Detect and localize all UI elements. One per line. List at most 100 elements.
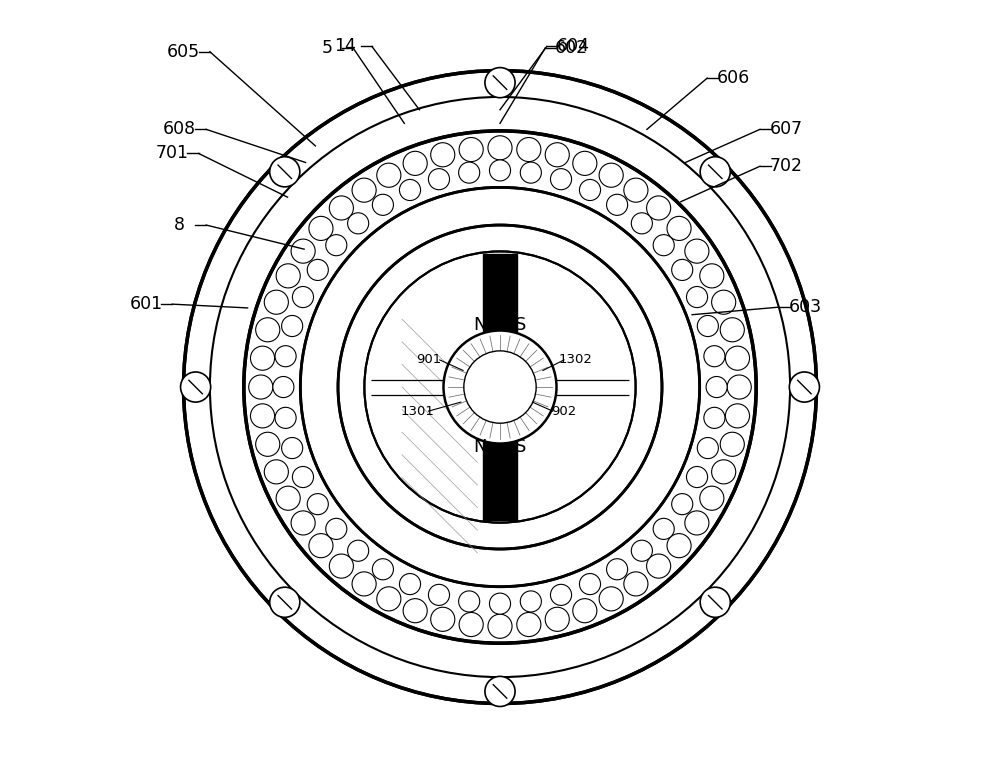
Circle shape (250, 404, 275, 428)
Circle shape (276, 487, 300, 510)
Circle shape (431, 607, 455, 631)
Circle shape (372, 559, 393, 580)
Circle shape (488, 614, 512, 638)
Circle shape (428, 584, 450, 606)
Circle shape (291, 511, 315, 535)
Circle shape (727, 375, 751, 399)
Circle shape (367, 254, 633, 521)
Circle shape (550, 584, 572, 606)
Text: S: S (515, 317, 526, 334)
Circle shape (517, 137, 541, 162)
Circle shape (256, 318, 280, 342)
Circle shape (485, 68, 515, 98)
Circle shape (326, 235, 347, 256)
Text: 601: 601 (129, 295, 162, 313)
Circle shape (352, 572, 376, 596)
Circle shape (631, 540, 652, 562)
Circle shape (520, 591, 541, 612)
Circle shape (489, 160, 511, 181)
Text: 607: 607 (770, 121, 803, 138)
Circle shape (364, 251, 636, 523)
Circle shape (464, 351, 536, 424)
Circle shape (249, 375, 273, 399)
Bar (483, 254, 517, 357)
Circle shape (725, 346, 750, 370)
Circle shape (672, 493, 693, 515)
Circle shape (403, 151, 427, 175)
Circle shape (520, 162, 541, 183)
Circle shape (700, 156, 730, 187)
Text: 702: 702 (770, 157, 803, 175)
Text: 606: 606 (717, 69, 750, 87)
Circle shape (250, 346, 275, 370)
Text: 1301: 1301 (400, 405, 434, 417)
Circle shape (377, 163, 401, 187)
Circle shape (264, 290, 288, 314)
Circle shape (706, 376, 727, 398)
Circle shape (667, 216, 691, 241)
Circle shape (459, 162, 480, 183)
Circle shape (700, 487, 724, 510)
Circle shape (517, 613, 541, 637)
Circle shape (377, 587, 401, 611)
Circle shape (700, 264, 724, 288)
Circle shape (403, 599, 427, 623)
Circle shape (372, 194, 393, 216)
Circle shape (720, 318, 744, 342)
Circle shape (653, 518, 674, 540)
Circle shape (431, 143, 455, 167)
Text: 608: 608 (163, 121, 196, 138)
Circle shape (667, 534, 691, 558)
Circle shape (348, 213, 369, 234)
Circle shape (270, 587, 300, 617)
Circle shape (573, 151, 597, 175)
Circle shape (443, 330, 557, 443)
Circle shape (275, 408, 296, 428)
Circle shape (459, 613, 483, 637)
Text: S: S (515, 438, 526, 456)
Circle shape (647, 196, 671, 220)
Circle shape (607, 194, 628, 216)
Circle shape (599, 163, 623, 187)
Text: N: N (473, 317, 486, 334)
Circle shape (545, 143, 569, 167)
Circle shape (428, 168, 450, 190)
Circle shape (184, 71, 816, 704)
Circle shape (789, 372, 819, 402)
Text: 603: 603 (789, 298, 822, 317)
Text: 5: 5 (321, 39, 332, 57)
Circle shape (300, 187, 700, 587)
Bar (483, 417, 517, 520)
Circle shape (326, 518, 347, 540)
Circle shape (275, 345, 296, 367)
Circle shape (545, 607, 569, 631)
Circle shape (624, 178, 648, 202)
Circle shape (579, 179, 601, 200)
Circle shape (264, 460, 288, 484)
Circle shape (270, 156, 300, 187)
Circle shape (607, 559, 628, 580)
Circle shape (624, 572, 648, 596)
Circle shape (256, 432, 280, 456)
Circle shape (685, 239, 709, 263)
Circle shape (579, 574, 601, 594)
Circle shape (399, 574, 421, 594)
Circle shape (685, 511, 709, 535)
Circle shape (489, 593, 511, 614)
Circle shape (725, 404, 750, 428)
Circle shape (686, 467, 708, 487)
Circle shape (276, 264, 300, 288)
Text: 902: 902 (551, 405, 577, 417)
Circle shape (599, 587, 623, 611)
Circle shape (292, 467, 314, 487)
Circle shape (697, 316, 718, 336)
Circle shape (647, 554, 671, 578)
Circle shape (653, 235, 674, 256)
Circle shape (307, 493, 328, 515)
Circle shape (459, 591, 480, 612)
Circle shape (309, 216, 333, 241)
Circle shape (329, 196, 353, 220)
Circle shape (181, 372, 211, 402)
Circle shape (273, 376, 294, 398)
Circle shape (459, 137, 483, 162)
